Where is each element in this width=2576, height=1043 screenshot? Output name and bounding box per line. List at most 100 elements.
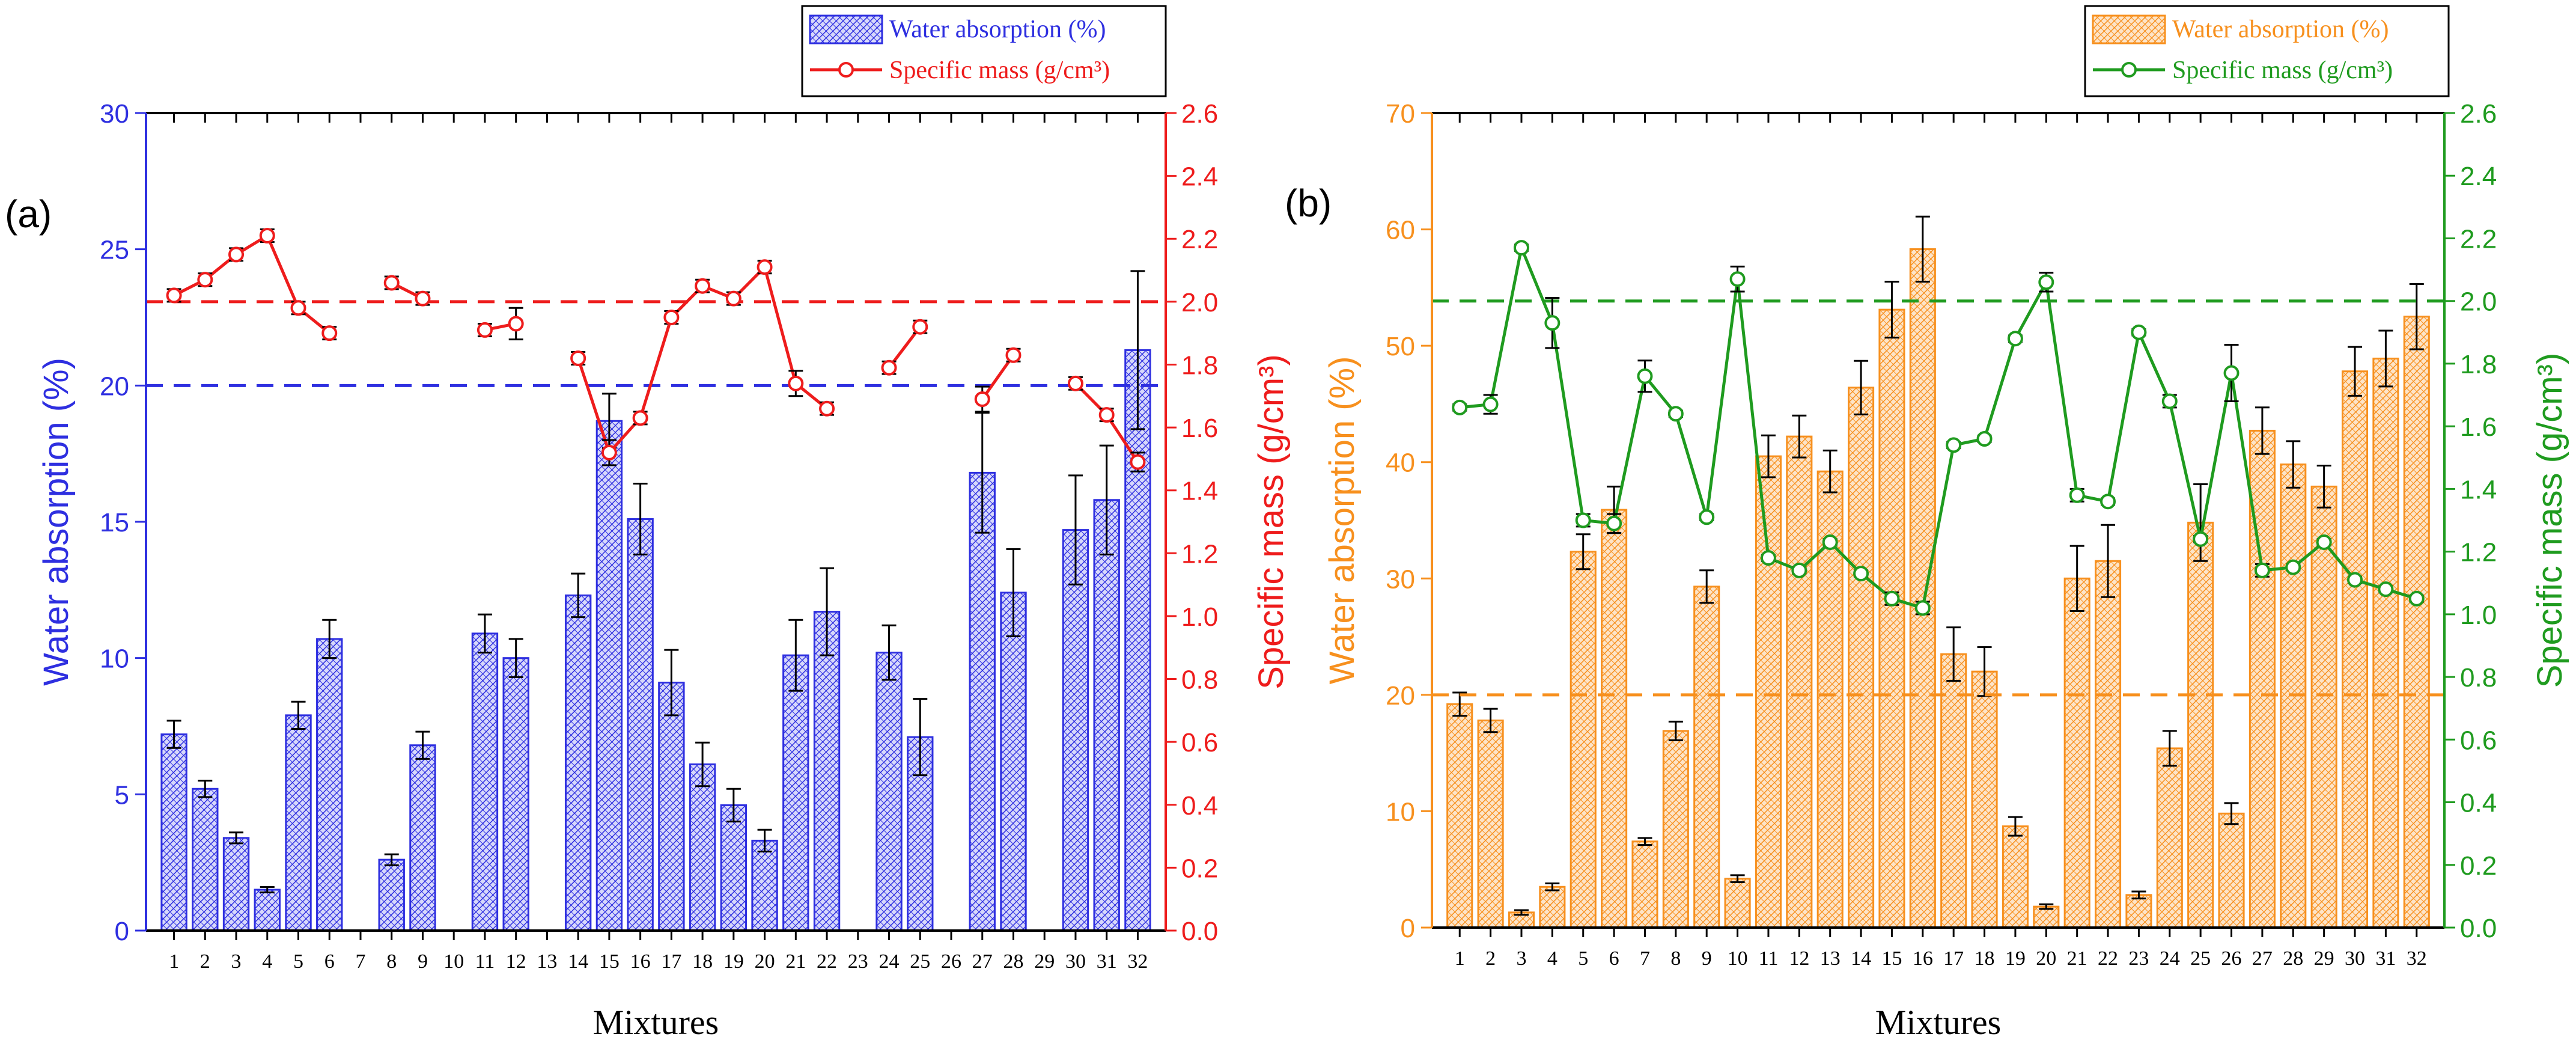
x-tick-label: 25 — [910, 950, 930, 973]
chart-b-y2-axis-label: Specific mass (g/cm³) — [2530, 353, 2569, 688]
bar-7 — [1631, 840, 1658, 929]
bar-16 — [1909, 248, 1936, 929]
point-4 — [1544, 315, 1561, 331]
x-tick-label: 8 — [386, 950, 397, 973]
point-8 — [383, 275, 400, 291]
y2-tick-label: 0.8 — [2460, 663, 2497, 693]
point-30 — [1067, 375, 1083, 391]
y-tick-label: 20 — [100, 372, 129, 401]
point-26 — [2223, 365, 2240, 381]
y2-tick-label: 2.6 — [2460, 99, 2497, 129]
x-tick-label: 20 — [2036, 947, 2056, 970]
chart-b-line-series — [1452, 240, 2425, 616]
bar-28 — [1000, 592, 1027, 932]
bar-19 — [2002, 825, 2029, 929]
bar-16 — [627, 518, 654, 932]
x-tick-label: 30 — [1065, 950, 1086, 973]
x-tick-label: 10 — [1728, 947, 1748, 970]
point-14 — [570, 350, 586, 366]
chart-a-x-axis-label: Mixtures — [593, 1003, 719, 1042]
y-tick-label: 0 — [115, 917, 129, 946]
x-tick-label: 3 — [1516, 947, 1526, 970]
point-22 — [819, 400, 835, 417]
bar-5 — [1570, 551, 1597, 929]
bar-31 — [2372, 357, 2399, 929]
x-tick-label: 5 — [1578, 947, 1588, 970]
bar-4 — [254, 889, 281, 932]
bar-18 — [1971, 670, 1998, 929]
point-8 — [1667, 406, 1684, 422]
bar-30 — [2341, 370, 2369, 929]
y-tick-label: 5 — [115, 780, 129, 810]
point-15 — [1884, 590, 1900, 607]
x-tick-label: 9 — [418, 950, 428, 973]
y2-tick-label: 1.4 — [1181, 477, 1218, 506]
point-3 — [1513, 240, 1529, 256]
point-11 — [1760, 550, 1776, 566]
point-24 — [881, 359, 897, 376]
point-32 — [1130, 454, 1146, 470]
point-10 — [1729, 271, 1746, 287]
x-tick-label: 12 — [506, 950, 526, 973]
point-13 — [1822, 534, 1838, 550]
y2-tick-label: 1.8 — [2460, 350, 2497, 379]
bar-21 — [2063, 577, 2090, 929]
point-22 — [2100, 494, 2116, 510]
x-tick-label: 5 — [293, 950, 303, 973]
point-23 — [2131, 324, 2147, 340]
chart-a-axes — [135, 112, 1177, 940]
x-tick-label: 2 — [200, 950, 210, 973]
point-24 — [2161, 393, 2178, 409]
point-14 — [1853, 566, 1869, 582]
point-28 — [2285, 559, 2301, 575]
legend-a-bar-swatch — [809, 14, 883, 44]
bar-1 — [1446, 703, 1473, 929]
chart-b-tick-labels: 1 2 3 4 5 6 7 8 9 10 11 12 13 14 15 16 17 18 19 20 21 22 23 24 2… — [1386, 99, 2497, 970]
legend-a-line-label: Specific mass (g/cm³) — [889, 57, 1110, 84]
x-tick-label: 31 — [2375, 947, 2396, 970]
chart-panel-b: (b) 1 2 3 4 5 6 7 8 9 10 11 12 13 14 15 16 17 18 19 20 21 22 2… — [1285, 5, 2569, 1042]
panel-label-b: (b) — [1285, 182, 1332, 225]
point-21 — [2069, 487, 2085, 503]
point-16 — [1914, 600, 1931, 616]
y2-tick-label: 1.2 — [2460, 538, 2497, 567]
x-tick-label: 24 — [879, 950, 900, 973]
x-tick-label: 16 — [1913, 947, 1933, 970]
x-tick-label: 32 — [1127, 950, 1148, 973]
x-tick-label: 4 — [1547, 947, 1557, 970]
bar-10 — [1724, 878, 1751, 929]
x-tick-label: 23 — [2128, 947, 2149, 970]
y-tick-label: 20 — [1386, 681, 1415, 711]
bar-30 — [1062, 529, 1089, 932]
bar-12 — [1786, 435, 1813, 929]
x-tick-label: 21 — [785, 950, 806, 973]
y2-tick-label: 0.0 — [2460, 914, 2497, 943]
point-5 — [290, 300, 306, 316]
bar-26 — [2218, 812, 2245, 929]
bar-11 — [1755, 455, 1782, 929]
y2-tick-label: 1.8 — [1181, 350, 1218, 380]
bar-31 — [1093, 499, 1120, 932]
y-tick-label: 0 — [1401, 914, 1415, 943]
bar-17 — [658, 681, 685, 932]
y2-tick-label: 0.6 — [1181, 728, 1218, 757]
x-tick-label: 2 — [1485, 947, 1496, 970]
y2-tick-label: 0.4 — [1181, 791, 1218, 821]
chart-a-line-series — [166, 228, 1146, 473]
y2-tick-label: 2.0 — [2460, 287, 2497, 317]
x-tick-label: 11 — [475, 950, 495, 973]
point-27 — [2254, 562, 2270, 578]
bar-2 — [1477, 719, 1504, 929]
bar-6 — [1601, 509, 1628, 929]
bar-15 — [595, 420, 623, 932]
x-tick-label: 17 — [1943, 947, 1964, 970]
bar-12 — [502, 657, 529, 932]
point-17 — [1946, 437, 1962, 453]
x-tick-label: 15 — [1881, 947, 1902, 970]
x-tick-label: 6 — [324, 950, 335, 973]
chart-a-y-axis-label: Water absorption (%) — [37, 358, 76, 686]
point-31 — [2378, 581, 2394, 598]
x-tick-label: 7 — [1640, 947, 1650, 970]
chart-b-y-axis-label: Water absorption (%) — [1323, 356, 1362, 685]
y2-tick-label: 0.6 — [2460, 726, 2497, 755]
